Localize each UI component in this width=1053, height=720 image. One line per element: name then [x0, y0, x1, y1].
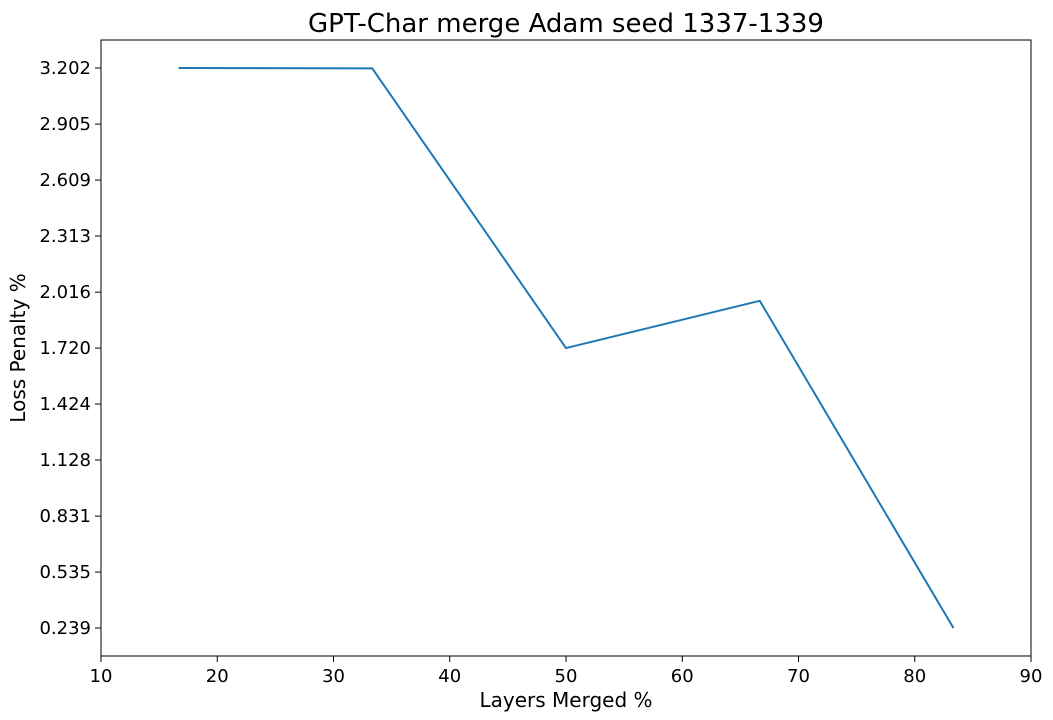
y-tick-label: 2.016: [39, 282, 91, 303]
x-tick-label: 70: [787, 666, 810, 687]
y-tick-label: 1.720: [39, 338, 91, 359]
x-axis-label: Layers Merged %: [479, 688, 652, 712]
x-tick-label: 40: [438, 666, 461, 687]
plot-lines: [178, 66, 955, 629]
x-axis-ticks: 10 20 30 40 50 60 70 80 90: [90, 656, 1043, 687]
y-axis-label: Loss Penalty %: [6, 273, 30, 422]
x-tick-label: 90: [1020, 666, 1043, 687]
y-tick-label: 2.905: [39, 114, 91, 135]
y-tick-label: 1.424: [39, 394, 91, 415]
y-tick-label: 1.128: [39, 450, 91, 471]
y-tick-label: 2.609: [39, 170, 91, 191]
y-axis-ticks: 0.239 0.535 0.831 1.128 1.424 1.720 2.016 2.313…: [39, 58, 101, 639]
y-tick-label: 3.202: [39, 58, 91, 79]
x-tick-label: 20: [206, 666, 229, 687]
x-tick-label: 50: [555, 666, 578, 687]
chart-title: GPT-Char merge Adam seed 1337-1339: [308, 9, 824, 39]
x-tick-label: 10: [90, 666, 113, 687]
x-tick-label: 80: [903, 666, 926, 687]
y-tick-label: 0.831: [39, 506, 91, 527]
y-tick-label: 0.239: [39, 618, 91, 639]
y-tick-label: 2.313: [39, 226, 91, 247]
x-tick-label: 30: [322, 666, 345, 687]
x-tick-label: 60: [671, 666, 694, 687]
y-tick-label: 0.535: [39, 562, 91, 583]
series-line-0: [178, 66, 955, 629]
